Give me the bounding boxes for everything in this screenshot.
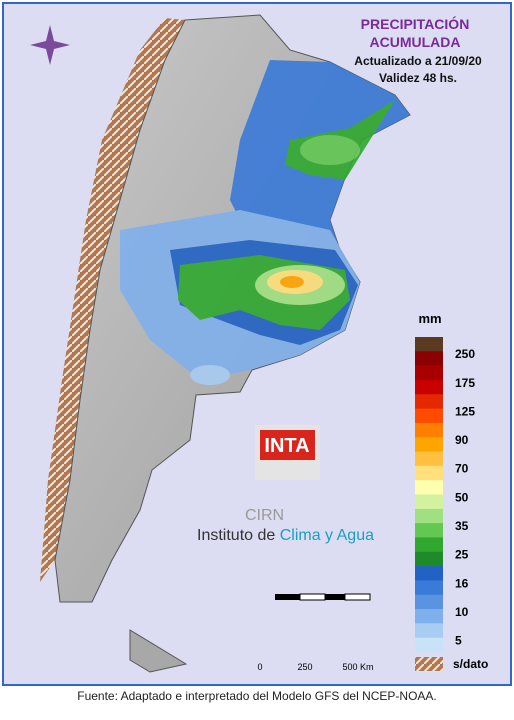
legend-swatch — [415, 523, 443, 538]
institute-name: Instituto de Clima y Agua — [197, 527, 374, 544]
no-data-swatch — [415, 657, 443, 671]
validity: Validez 48 hs. — [379, 71, 457, 85]
scale-label: 500 Km — [342, 662, 373, 672]
legend-swatch — [415, 609, 443, 624]
title: ACUMULADA — [370, 34, 461, 50]
inta-text: INTA — [264, 435, 309, 457]
scale-label: 250 — [297, 662, 312, 672]
scale-bar — [344, 593, 371, 601]
legend-swatch — [415, 566, 443, 581]
legend-label: 10 — [455, 605, 469, 619]
legend-label: 125 — [455, 404, 475, 418]
legend-swatch — [415, 422, 443, 438]
legend-swatch — [415, 337, 443, 352]
legend-swatch — [415, 351, 443, 367]
institute-a: Instituto de — [197, 527, 280, 544]
legend-label: 35 — [455, 519, 469, 533]
legend-unit: mm — [418, 311, 441, 326]
scale-label: 0 — [257, 662, 262, 672]
legend-swatch — [415, 379, 443, 395]
legend-swatch — [415, 408, 443, 424]
legend-label: 90 — [455, 433, 469, 447]
legend-label: 70 — [455, 462, 469, 476]
cirn-text: CIRN — [245, 507, 284, 524]
updated: Actualizado a 21/09/20 — [354, 54, 482, 68]
legend-swatch — [415, 637, 443, 653]
scale-bar — [299, 593, 326, 601]
legend-swatch — [415, 465, 443, 481]
legend-swatch — [415, 537, 443, 553]
legend-label: 50 — [455, 490, 469, 504]
legend-label: 16 — [455, 576, 469, 590]
land — [129, 629, 188, 673]
legend-swatch — [415, 365, 443, 381]
no-data-label: s/dato — [453, 657, 488, 671]
legend-swatch — [415, 437, 443, 453]
legend-swatch — [415, 394, 443, 410]
legend-label: 25 — [455, 548, 469, 562]
compass — [30, 25, 70, 65]
legend-swatch — [415, 623, 443, 639]
legend-label: 175 — [455, 376, 475, 390]
legend-swatch — [415, 594, 443, 610]
footer: Fuente: Adaptado e interpretado del Mode… — [77, 689, 437, 703]
title: PRECIPITACIÓN — [361, 15, 470, 32]
legend-swatch — [415, 508, 443, 524]
legend-label: 5 — [455, 634, 462, 648]
legend-swatch — [415, 494, 443, 510]
legend-swatch — [415, 580, 443, 596]
inta-logo — [260, 430, 315, 460]
no-data-area — [40, 18, 185, 582]
legend-swatch — [415, 551, 443, 567]
legend: 250 175 125 90 70 50 35 25 16 10 5 — [415, 337, 475, 653]
legend-swatch — [415, 480, 443, 495]
legend-swatch — [415, 451, 443, 467]
institute-b: Clima y Agua — [280, 527, 374, 544]
legend-label: 250 — [455, 347, 475, 361]
precipitation-field — [120, 60, 410, 385]
